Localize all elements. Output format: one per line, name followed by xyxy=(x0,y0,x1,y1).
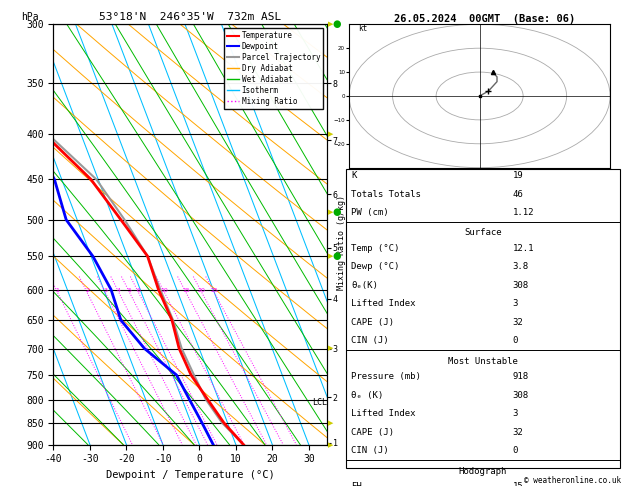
Text: LCL: LCL xyxy=(312,398,327,406)
Text: 1.12: 1.12 xyxy=(513,208,534,217)
Text: 25: 25 xyxy=(211,288,218,293)
Text: CIN (J): CIN (J) xyxy=(351,336,389,346)
Text: 3: 3 xyxy=(513,299,518,309)
Text: 19: 19 xyxy=(513,171,523,180)
Y-axis label: km
ASL: km ASL xyxy=(347,225,362,244)
Text: © weatheronline.co.uk: © weatheronline.co.uk xyxy=(525,476,621,485)
Text: 918: 918 xyxy=(513,372,529,382)
Text: Dewp (°C): Dewp (°C) xyxy=(351,262,399,272)
Text: ▶: ▶ xyxy=(328,442,333,448)
Text: Most Unstable: Most Unstable xyxy=(448,357,518,365)
Text: Pressure (mb): Pressure (mb) xyxy=(351,372,421,382)
Text: hPa: hPa xyxy=(21,12,38,22)
Text: ▶: ▶ xyxy=(328,420,333,426)
Text: ●: ● xyxy=(332,19,341,29)
Text: Lifted Index: Lifted Index xyxy=(351,409,416,418)
Text: 15: 15 xyxy=(182,288,190,293)
Text: 26.05.2024  00GMT  (Base: 06): 26.05.2024 00GMT (Base: 06) xyxy=(394,14,575,24)
Text: Totals Totals: Totals Totals xyxy=(351,190,421,199)
Text: 0: 0 xyxy=(513,446,518,455)
Text: ▶: ▶ xyxy=(328,21,333,27)
Text: 1: 1 xyxy=(56,288,60,293)
Title: 53°18'N  246°35'W  732m ASL: 53°18'N 246°35'W 732m ASL xyxy=(99,12,281,22)
Text: 3.8: 3.8 xyxy=(513,262,529,272)
Text: 32: 32 xyxy=(513,318,523,327)
Legend: Temperature, Dewpoint, Parcel Trajectory, Dry Adiabat, Wet Adiabat, Isotherm, Mi: Temperature, Dewpoint, Parcel Trajectory… xyxy=(224,28,323,109)
Text: 2: 2 xyxy=(86,288,89,293)
Text: 10: 10 xyxy=(160,288,169,293)
Text: θₑ(K): θₑ(K) xyxy=(351,281,378,290)
Text: 308: 308 xyxy=(513,391,529,400)
Text: 4: 4 xyxy=(117,288,121,293)
Text: Mixing Ratio (g/kg): Mixing Ratio (g/kg) xyxy=(337,195,345,291)
Text: 12.1: 12.1 xyxy=(513,244,534,253)
Text: 32: 32 xyxy=(513,428,523,437)
Text: CAPE (J): CAPE (J) xyxy=(351,318,394,327)
Text: 3: 3 xyxy=(513,409,518,418)
Text: CAPE (J): CAPE (J) xyxy=(351,428,394,437)
Text: 46: 46 xyxy=(513,190,523,199)
Text: PW (cm): PW (cm) xyxy=(351,208,389,217)
Text: EH: EH xyxy=(351,482,362,486)
Text: 15: 15 xyxy=(513,482,523,486)
Text: ▶: ▶ xyxy=(328,253,333,259)
Text: 20: 20 xyxy=(198,288,206,293)
Text: kt: kt xyxy=(358,24,367,34)
Text: ▶: ▶ xyxy=(328,346,333,351)
Text: 5: 5 xyxy=(128,288,131,293)
Text: K: K xyxy=(351,171,357,180)
Text: Lifted Index: Lifted Index xyxy=(351,299,416,309)
Text: CIN (J): CIN (J) xyxy=(351,446,389,455)
Text: 6: 6 xyxy=(136,288,140,293)
Text: ▶: ▶ xyxy=(328,209,333,215)
Text: ●: ● xyxy=(332,251,341,261)
Text: Surface: Surface xyxy=(464,228,501,237)
Text: ●: ● xyxy=(332,207,341,217)
Text: θₑ (K): θₑ (K) xyxy=(351,391,383,400)
Text: ▶: ▶ xyxy=(328,131,333,138)
Text: Temp (°C): Temp (°C) xyxy=(351,244,399,253)
Text: 0: 0 xyxy=(513,336,518,346)
X-axis label: Dewpoint / Temperature (°C): Dewpoint / Temperature (°C) xyxy=(106,470,275,480)
Text: 308: 308 xyxy=(513,281,529,290)
Text: 3: 3 xyxy=(104,288,108,293)
Text: Hodograph: Hodograph xyxy=(459,467,507,476)
